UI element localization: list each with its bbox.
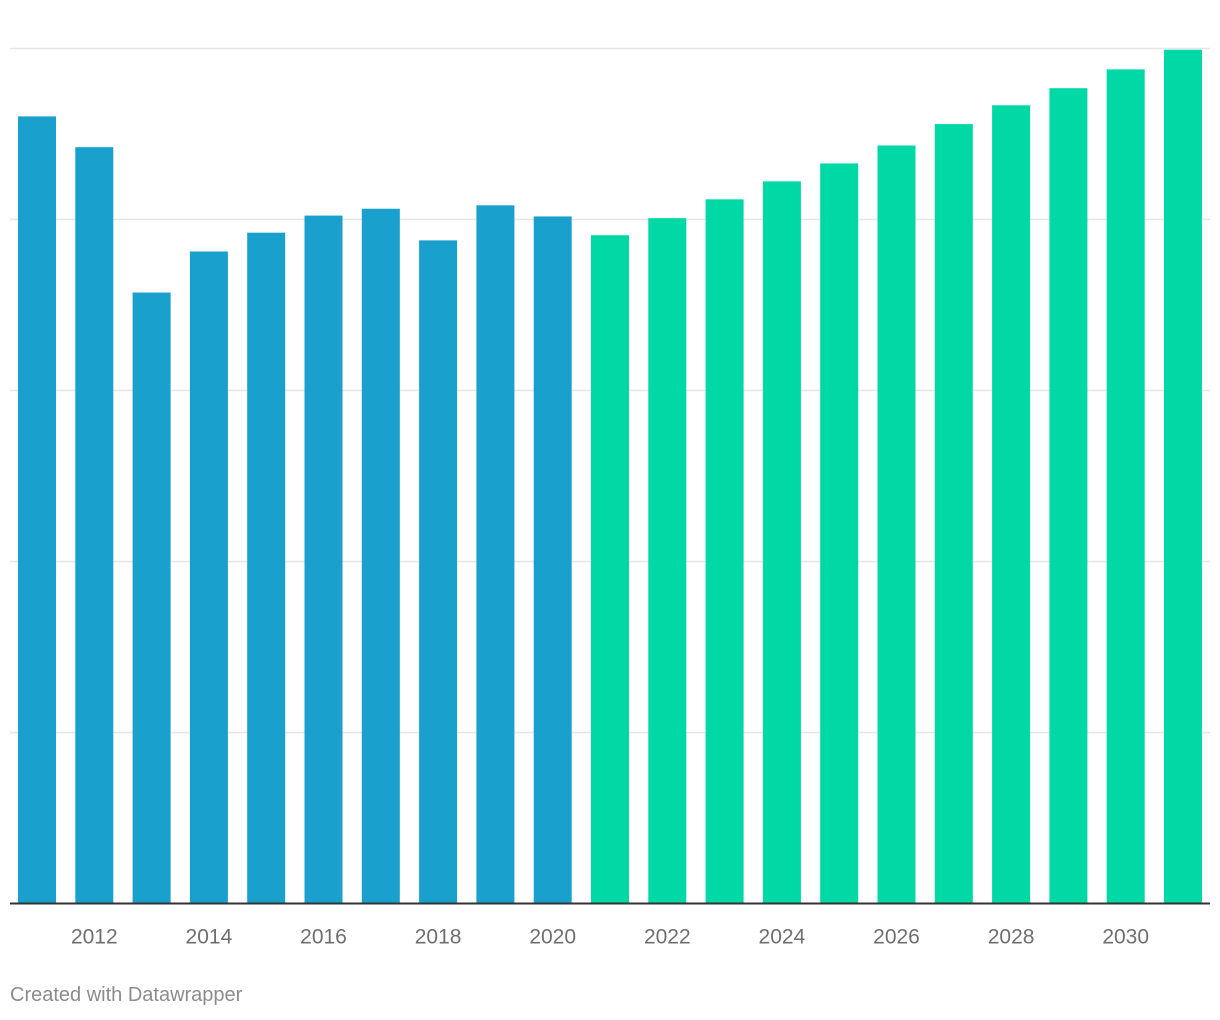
bar-2023[interactable] xyxy=(705,199,744,904)
bar-2015[interactable] xyxy=(247,232,286,903)
bars xyxy=(18,49,1202,904)
bar-2028[interactable] xyxy=(992,105,1031,903)
bar-2011[interactable] xyxy=(18,116,56,903)
bar-2017[interactable] xyxy=(361,208,400,904)
x-axis: 2012 2014 2016 2018 2020 2022 2024 2026 2028 2030 xyxy=(10,902,1210,949)
bar-2025[interactable] xyxy=(820,163,859,904)
x-tick-label-2016: 2016 xyxy=(300,926,347,949)
bar-2024[interactable] xyxy=(762,181,801,903)
bar-2018[interactable] xyxy=(419,240,458,904)
x-tick-label-2028: 2028 xyxy=(988,926,1035,949)
x-tick-label-2022: 2022 xyxy=(644,926,691,949)
bar-2029[interactable] xyxy=(1049,88,1088,903)
bar-2027[interactable] xyxy=(934,124,973,904)
bar-2030[interactable] xyxy=(1106,69,1145,904)
bar-2013[interactable] xyxy=(132,292,171,903)
x-tick-label-2026: 2026 xyxy=(873,926,920,949)
bar-2019[interactable] xyxy=(476,205,515,903)
bar-2031[interactable] xyxy=(1164,49,1202,903)
bar-2020[interactable] xyxy=(533,216,572,903)
bar-2021[interactable] xyxy=(591,235,629,903)
x-tick-label-2020: 2020 xyxy=(529,926,576,949)
credit-line[interactable]: Created with Datawrapper xyxy=(10,984,243,1006)
x-tick-label-2030: 2030 xyxy=(1102,926,1149,949)
bar-2026[interactable] xyxy=(877,145,916,904)
bar-2022[interactable] xyxy=(648,218,687,903)
bar-2012[interactable] xyxy=(75,147,114,903)
x-tick-label-2014: 2014 xyxy=(186,926,233,949)
bar-2014[interactable] xyxy=(189,251,228,904)
bar-2016[interactable] xyxy=(304,215,343,903)
x-tick-label-2018: 2018 xyxy=(415,926,462,949)
x-tick-label-2024: 2024 xyxy=(759,926,806,949)
x-tick-label-2012: 2012 xyxy=(71,926,118,949)
